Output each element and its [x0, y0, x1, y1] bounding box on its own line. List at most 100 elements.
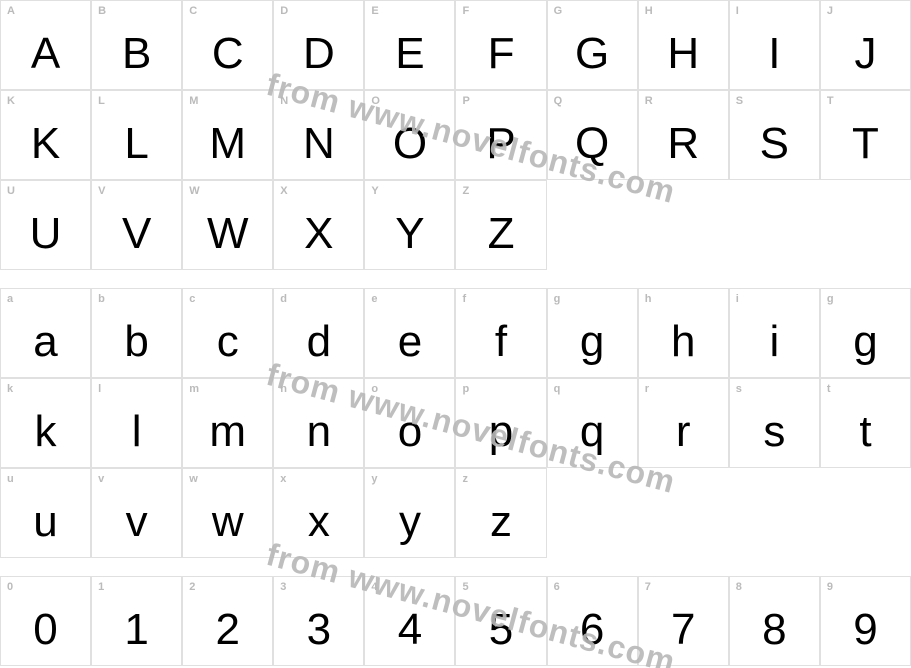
- glyph-cell: ff: [455, 288, 546, 378]
- cell-glyph: 7: [639, 605, 728, 655]
- cell-label: A: [7, 5, 15, 17]
- glyph-cell: 11: [91, 576, 182, 666]
- glyph-cell: ee: [364, 288, 455, 378]
- cell-glyph: y: [365, 497, 454, 547]
- cell-glyph: A: [1, 29, 90, 79]
- cell-glyph: w: [183, 497, 272, 547]
- cell-label: z: [462, 473, 468, 485]
- cell-label: Q: [554, 95, 563, 107]
- glyph-cell: 55: [455, 576, 546, 666]
- cell-label: Z: [462, 185, 469, 197]
- cell-label: c: [189, 293, 195, 305]
- glyph-cell: CC: [182, 0, 273, 90]
- glyph-cell: ll: [91, 378, 182, 468]
- glyph-cell: ss: [729, 378, 820, 468]
- cell-label: M: [189, 95, 198, 107]
- glyph-cell: 00: [0, 576, 91, 666]
- cell-label: O: [371, 95, 380, 107]
- cell-glyph: i: [730, 317, 819, 367]
- cell-glyph: 8: [730, 605, 819, 655]
- cell-label: D: [280, 5, 288, 17]
- cell-glyph: s: [730, 407, 819, 457]
- glyph-cell: SS: [729, 90, 820, 180]
- cell-label: 1: [98, 581, 104, 593]
- cell-glyph: 4: [365, 605, 454, 655]
- cell-label: u: [7, 473, 14, 485]
- glyph-cell: [547, 468, 638, 558]
- glyph-cell: uu: [0, 468, 91, 558]
- cell-glyph: 2: [183, 605, 272, 655]
- cell-label: 8: [736, 581, 742, 593]
- cell-label: 4: [371, 581, 377, 593]
- glyph-cell: WW: [182, 180, 273, 270]
- cell-label: p: [462, 383, 469, 395]
- cell-glyph: J: [821, 29, 910, 79]
- cell-glyph: g: [548, 317, 637, 367]
- cell-glyph: K: [1, 119, 90, 169]
- glyph-cell: zz: [455, 468, 546, 558]
- cell-label: E: [371, 5, 378, 17]
- glyph-cell: cc: [182, 288, 273, 378]
- cell-glyph: G: [548, 29, 637, 79]
- glyph-cell: ww: [182, 468, 273, 558]
- cell-label: 6: [554, 581, 560, 593]
- cell-label: 5: [462, 581, 468, 593]
- cell-glyph: 0: [1, 605, 90, 655]
- glyph-cell: 77: [638, 576, 729, 666]
- glyph-cell: 44: [364, 576, 455, 666]
- cell-label: 3: [280, 581, 286, 593]
- cell-glyph: z: [456, 497, 545, 547]
- glyph-cell: 88: [729, 576, 820, 666]
- glyph-cell: [638, 468, 729, 558]
- glyph-cell: oo: [364, 378, 455, 468]
- cell-glyph: M: [183, 119, 272, 169]
- cell-label: F: [462, 5, 469, 17]
- glyph-cell: ZZ: [455, 180, 546, 270]
- section-spacer: [0, 558, 911, 576]
- glyph-cell: qq: [547, 378, 638, 468]
- cell-label: H: [645, 5, 653, 17]
- cell-label: 0: [7, 581, 13, 593]
- cell-glyph: 5: [456, 605, 545, 655]
- glyph-cell: [820, 180, 911, 270]
- cell-glyph: C: [183, 29, 272, 79]
- cell-label: r: [645, 383, 649, 395]
- cell-glyph: V: [92, 209, 181, 259]
- cell-glyph: Q: [548, 119, 637, 169]
- cell-glyph: S: [730, 119, 819, 169]
- cell-glyph: h: [639, 317, 728, 367]
- cell-glyph: m: [183, 407, 272, 457]
- cell-glyph: a: [1, 317, 90, 367]
- glyph-cell: QQ: [547, 90, 638, 180]
- cell-glyph: e: [365, 317, 454, 367]
- cell-label: m: [189, 383, 199, 395]
- glyph-cell: AA: [0, 0, 91, 90]
- cell-label: 9: [827, 581, 833, 593]
- glyph-cell: gg: [820, 288, 911, 378]
- glyph-cell: [547, 180, 638, 270]
- glyph-cell: BB: [91, 0, 182, 90]
- glyph-cell: 33: [273, 576, 364, 666]
- cell-glyph: Z: [456, 209, 545, 259]
- cell-glyph: T: [821, 119, 910, 169]
- cell-glyph: x: [274, 497, 363, 547]
- cell-glyph: d: [274, 317, 363, 367]
- cell-glyph: W: [183, 209, 272, 259]
- glyph-cell: TT: [820, 90, 911, 180]
- cell-glyph: c: [183, 317, 272, 367]
- font-character-map: AA BB CC DD EE FF GG HH II JJ KK LL MM N…: [0, 0, 911, 666]
- glyph-cell: mm: [182, 378, 273, 468]
- glyph-cell: EE: [364, 0, 455, 90]
- cell-glyph: p: [456, 407, 545, 457]
- cell-label: v: [98, 473, 104, 485]
- cell-label: R: [645, 95, 653, 107]
- cell-glyph: L: [92, 119, 181, 169]
- cell-label: k: [7, 383, 13, 395]
- cell-label: b: [98, 293, 105, 305]
- cell-label: T: [827, 95, 834, 107]
- cell-glyph: q: [548, 407, 637, 457]
- glyph-cell: 22: [182, 576, 273, 666]
- cell-label: K: [7, 95, 15, 107]
- cell-glyph: g: [821, 317, 910, 367]
- cell-label: s: [736, 383, 742, 395]
